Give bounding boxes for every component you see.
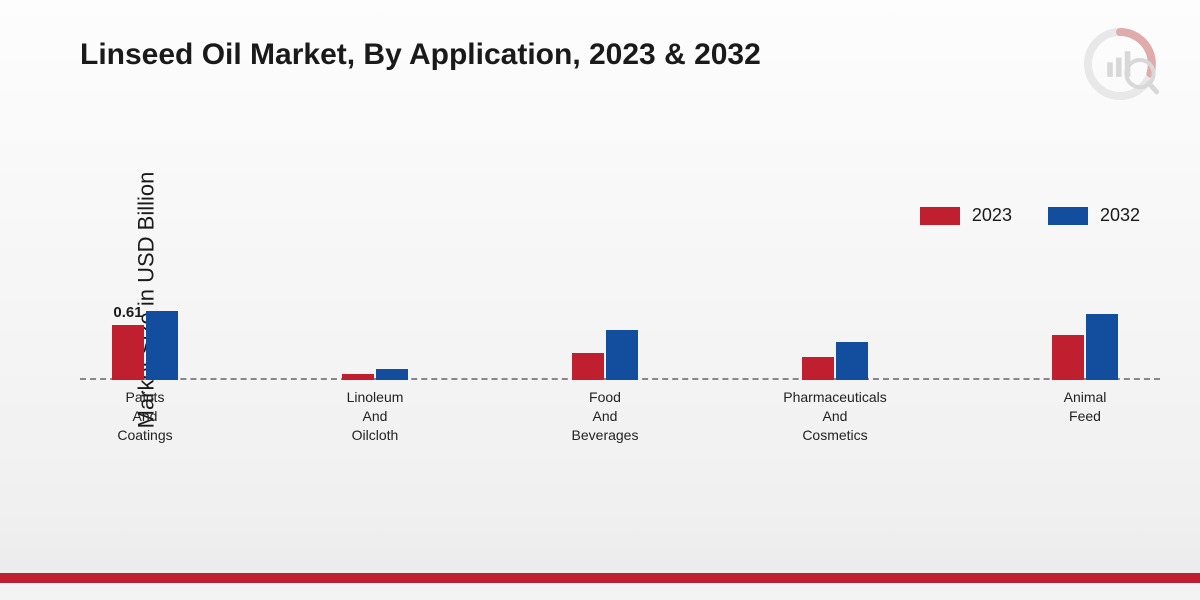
footer-accent-bar: [0, 573, 1200, 583]
bar-2032: [1086, 314, 1118, 380]
bar-2023: [342, 374, 374, 380]
bar-2032: [376, 369, 408, 380]
bar-2032: [606, 330, 638, 380]
category-label: AnimalFeed: [1064, 388, 1107, 426]
bar-2032: [836, 342, 868, 380]
bar-2023: 0.61: [112, 325, 144, 381]
legend-item-2032: 2032: [1048, 205, 1140, 226]
bar-2023: [572, 353, 604, 380]
data-label: 0.61: [113, 304, 142, 321]
bar-2032: [146, 311, 178, 380]
footer-base: [0, 586, 1200, 600]
legend-swatch-2032: [1048, 207, 1088, 225]
category-label: FoodAndBeverages: [572, 388, 639, 445]
category-label: PaintsAndCoatings: [117, 388, 172, 445]
bar-group: FoodAndBeverages: [560, 120, 650, 380]
chart-title: Linseed Oil Market, By Application, 2023…: [80, 38, 761, 72]
category-label: PharmaceuticalsAndCosmetics: [783, 388, 887, 445]
watermark-logo: [1080, 24, 1160, 104]
legend-item-2023: 2023: [920, 205, 1012, 226]
legend-swatch-2023: [920, 207, 960, 225]
plot-area: 0.61PaintsAndCoatings LinoleumAndOilcloth…: [80, 120, 1160, 380]
bar-group: LinoleumAndOilcloth: [330, 120, 420, 380]
legend-label-2032: 2032: [1100, 205, 1140, 226]
bar-group: 0.61PaintsAndCoatings: [100, 120, 190, 380]
bar-2023: [802, 357, 834, 380]
legend: 2023 2032: [920, 205, 1140, 226]
bar-2023: [1052, 335, 1084, 381]
legend-label-2023: 2023: [972, 205, 1012, 226]
bar-group: PharmaceuticalsAndCosmetics: [790, 120, 880, 380]
category-label: LinoleumAndOilcloth: [347, 388, 404, 445]
bar-group: AnimalFeed: [1040, 120, 1130, 380]
